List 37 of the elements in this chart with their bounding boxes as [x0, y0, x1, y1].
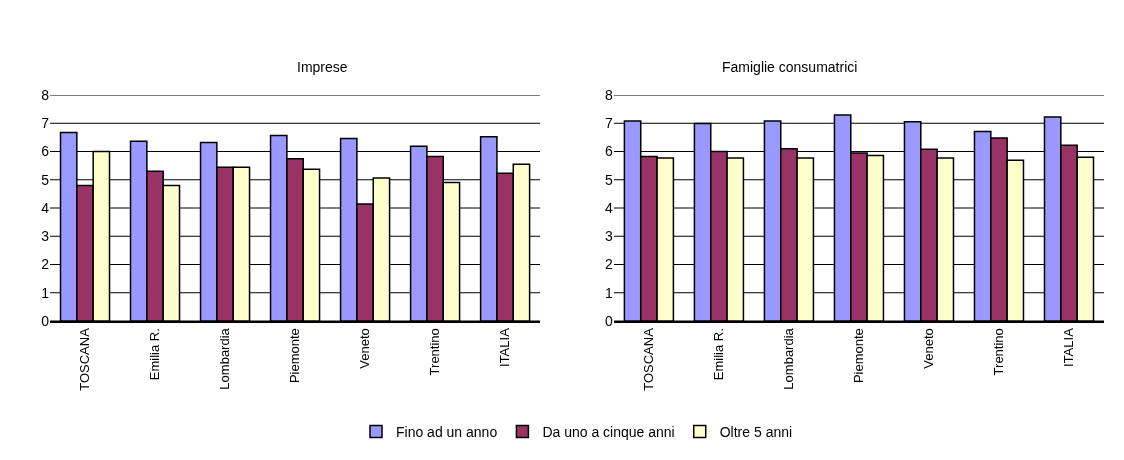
x-tick-label: Piemonte: [851, 328, 867, 384]
x-tick-label: Emilia R.: [711, 328, 727, 381]
x-tick-label: TOSCANA: [77, 327, 93, 391]
y-tick-label: 3: [41, 228, 50, 245]
x-tick-label: Lombardia: [781, 327, 797, 390]
legend-label: Fino ad un anno: [396, 423, 498, 440]
legend-label: Oltre 5 anni: [719, 423, 793, 440]
x-tick-label: Emilia R.: [147, 328, 163, 381]
y-tick-label: 6: [41, 143, 50, 160]
chart-title: Famiglie consumatrici: [722, 59, 858, 75]
x-tick-label: ITALIA: [497, 327, 513, 367]
x-tick-label: Piemonte: [287, 328, 303, 384]
y-tick-label: 1: [41, 284, 50, 301]
y-tick-label: 8: [41, 86, 50, 103]
x-tick-label: Trentino: [991, 328, 1007, 376]
x-tick-label: Veneto: [921, 328, 937, 369]
y-tick-label: 2: [41, 256, 50, 273]
y-tick-label: 7: [41, 115, 50, 132]
y-tick-label: 0: [605, 312, 614, 329]
y-tick-label: 7: [605, 115, 614, 132]
y-tick-label: 5: [41, 171, 50, 188]
x-tick-label: Veneto: [357, 328, 373, 369]
x-tick-label: ITALIA: [1061, 327, 1077, 367]
y-tick-label: 6: [605, 143, 614, 160]
x-tick-label: Trentino: [427, 328, 443, 376]
y-tick-label: 8: [605, 86, 614, 103]
y-tick-label: 4: [41, 199, 50, 216]
legend-label: Da uno a cinque anni: [542, 423, 675, 440]
y-tick-label: 5: [605, 171, 614, 188]
y-tick-label: 3: [605, 228, 614, 245]
x-tick-label: TOSCANA: [641, 327, 657, 391]
y-tick-label: 2: [605, 256, 614, 273]
chart-title: Imprese: [297, 59, 348, 75]
x-tick-label: Lombardia: [217, 327, 233, 390]
y-tick-label: 4: [605, 199, 614, 216]
y-tick-label: 0: [41, 312, 50, 329]
y-tick-label: 1: [605, 284, 614, 301]
